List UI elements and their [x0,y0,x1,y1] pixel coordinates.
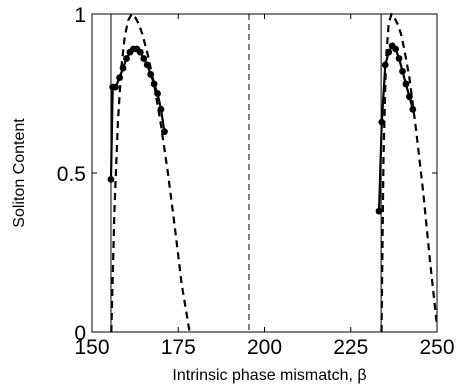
data-point-s3-10 [137,49,144,56]
data-point-s3-15 [154,90,161,97]
data-point-s3-17 [161,128,168,135]
data-point-s4-10 [406,93,413,100]
data-point-s3-3 [112,84,119,91]
y-tick-label-3: 1 [74,4,86,27]
data-point-s3-11 [140,55,147,62]
series-line-1 [111,14,189,332]
data-point-s3-4 [116,74,123,81]
y-axis-label: Soliton Content [11,118,28,228]
data-point-s3-16 [158,106,165,113]
x-tick-label-4: 225 [333,336,368,359]
data-point-s3-13 [147,71,154,78]
y-tick-label-2: 0.5 [57,163,86,186]
data-point-s3-14 [151,81,158,88]
data-point-s4-6 [392,46,399,53]
data-point-s4-2 [378,119,385,126]
x-axis-label: Intrinsic phase mismatch, β [172,367,366,384]
x-tick-label-5: 250 [419,336,454,359]
data-point-s4-11 [409,106,416,113]
plot-data [108,14,437,332]
data-point-s3-6 [123,55,130,62]
y-tick-label-1: 0 [74,322,86,345]
data-point-s3-12 [144,61,151,68]
data-point-s3-5 [120,65,127,72]
data-point-s4-7 [396,55,403,62]
x-tick-label-3: 200 [247,336,282,359]
data-point-s3-1 [108,176,115,183]
data-point-s4-3 [382,61,389,68]
data-point-s4-4 [385,49,392,56]
data-point-s4-1 [376,208,383,215]
data-point-s4-9 [403,81,410,88]
x-tick-label-2: 175 [161,336,196,359]
data-point-s4-8 [399,68,406,75]
series-line-2 [382,14,438,332]
